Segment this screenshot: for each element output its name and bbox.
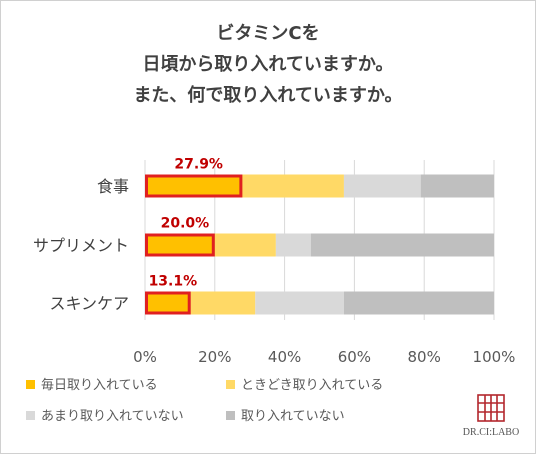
legend-label: ときどき取り入れている xyxy=(241,378,383,393)
title-line-1: ビタミンCを xyxy=(216,23,320,44)
legend-swatch xyxy=(226,411,235,420)
bar-segment xyxy=(145,291,191,315)
bar-segment xyxy=(214,233,276,257)
bar-segment xyxy=(310,233,494,257)
title-line-3: また、何で取り入れていますか。 xyxy=(133,85,403,106)
logo: DR.CI:LABO xyxy=(463,394,519,438)
category-label: スキンケア xyxy=(49,294,129,313)
x-tick-label: 100% xyxy=(473,348,516,366)
bar-highlight xyxy=(145,291,191,315)
bar-segment xyxy=(190,291,256,315)
x-tick-label: 80% xyxy=(408,348,441,366)
category-label: サプリメント xyxy=(33,236,129,255)
legend-label: 取り入れていない xyxy=(241,409,345,424)
chart-title: ビタミンCを 日頃から取り入れていますか。 また、何で取り入れていますか。 xyxy=(0,18,536,111)
bar-segment xyxy=(145,174,243,198)
legend-label: あまり取り入れていない xyxy=(41,409,184,424)
bar-segment xyxy=(420,174,494,198)
logo-text: DR.CI:LABO xyxy=(463,427,519,438)
data-label: 20.0% xyxy=(161,216,210,232)
logo-mark-icon xyxy=(477,394,505,422)
bar-segment xyxy=(242,174,344,198)
bar-segment xyxy=(275,233,311,257)
x-tick-label: 20% xyxy=(198,348,231,366)
legend-swatch xyxy=(26,380,35,389)
x-tick-label: 60% xyxy=(338,348,371,366)
data-label: 13.1% xyxy=(149,274,198,290)
bar-highlight xyxy=(145,233,215,257)
x-tick-label: 40% xyxy=(268,348,301,366)
bar-segment xyxy=(255,291,344,315)
legend-swatch xyxy=(226,380,235,389)
bar-segment xyxy=(343,291,494,315)
data-label: 27.9% xyxy=(174,157,223,173)
x-tick-label: 0% xyxy=(133,348,157,366)
bar-segment xyxy=(145,233,215,257)
title-line-2: 日頃から取り入れていますか。 xyxy=(142,54,394,75)
legend-swatch xyxy=(26,411,35,420)
category-label: 食事 xyxy=(97,177,129,196)
legend-label: 毎日取り入れている xyxy=(41,377,158,393)
bar-segment xyxy=(343,174,421,198)
bar-highlight xyxy=(145,174,243,198)
